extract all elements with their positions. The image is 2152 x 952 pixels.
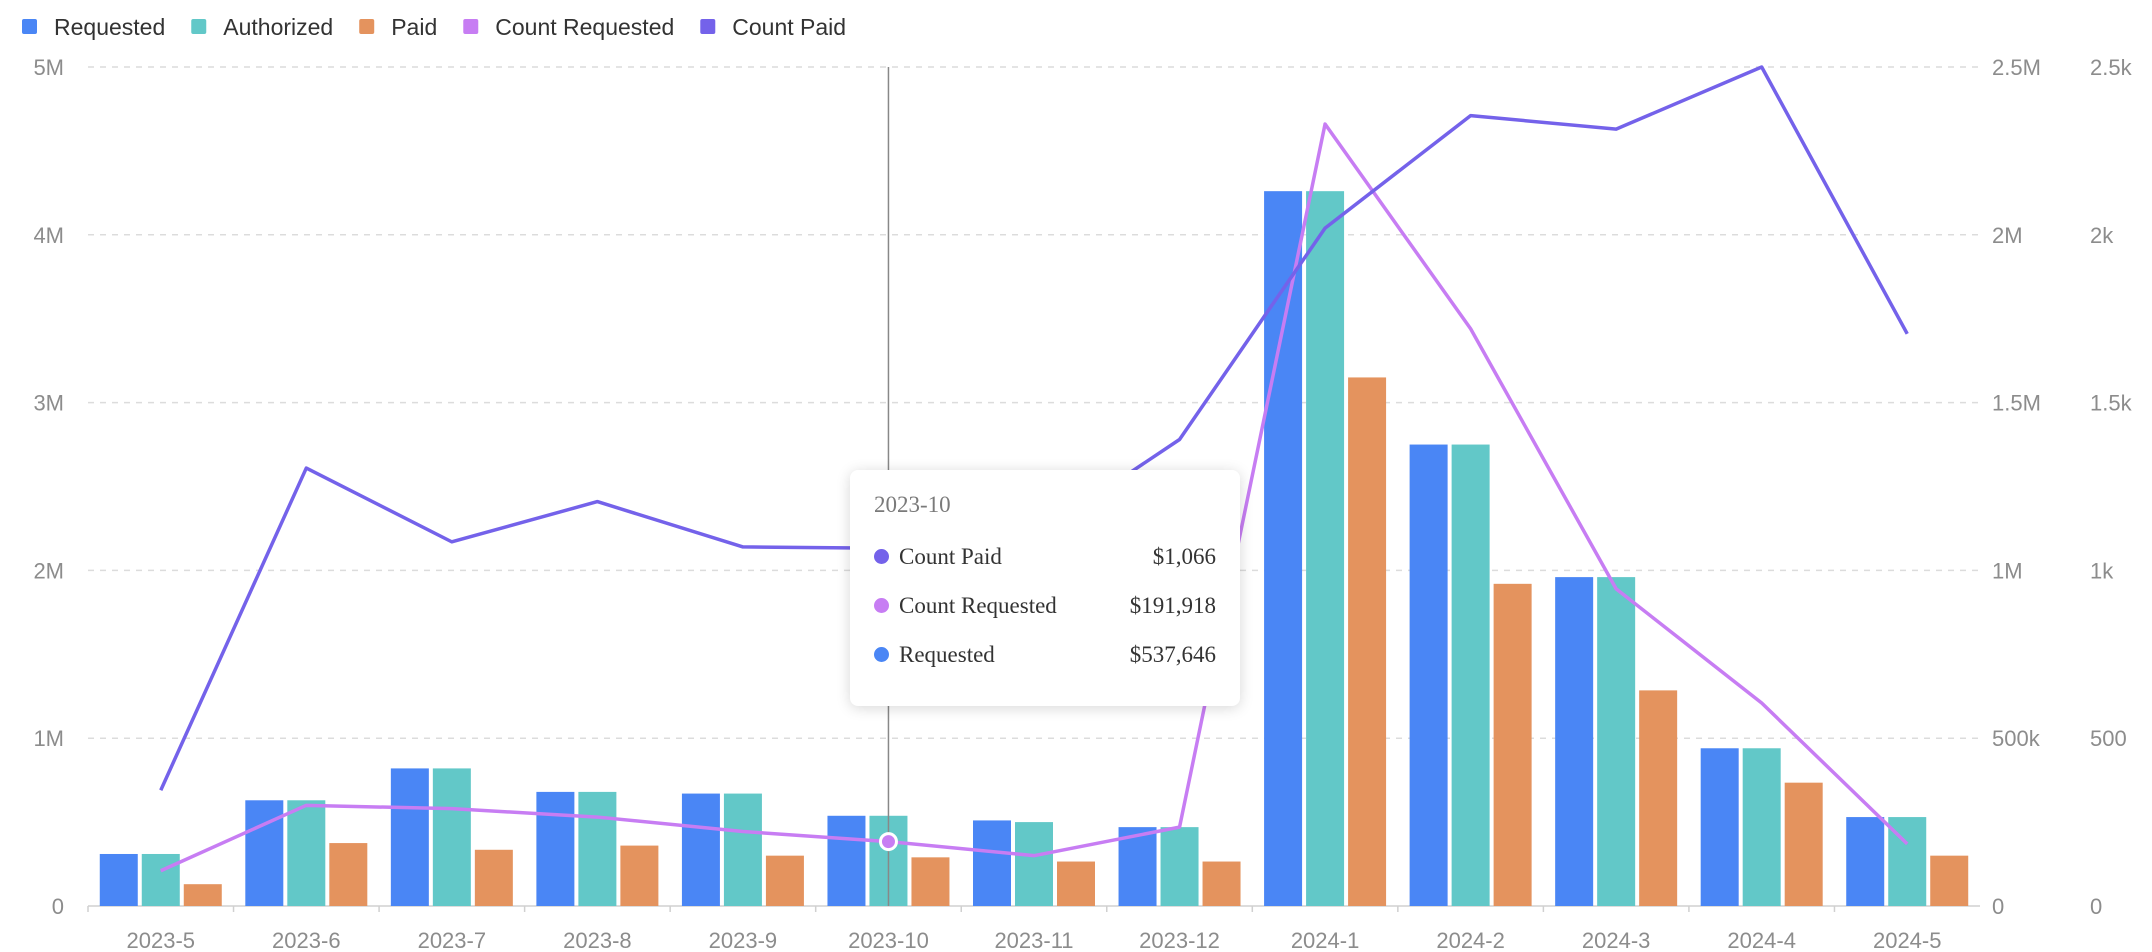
- bar: [474, 849, 513, 906]
- x-tick-label: 2024-4: [1727, 928, 1796, 952]
- bar: [1639, 690, 1678, 906]
- bar: [99, 853, 138, 906]
- bar: [1451, 444, 1490, 906]
- bar: [1555, 577, 1594, 906]
- x-tick-label: 2023-5: [127, 928, 196, 952]
- x-tick-label: 2023-10: [848, 928, 929, 952]
- bar: [1160, 827, 1199, 906]
- legend-swatch: [22, 19, 37, 34]
- tooltip-dot: [874, 647, 889, 662]
- x-tick-label: 2024-5: [1873, 928, 1942, 952]
- bars: [99, 191, 1969, 906]
- bar: [1409, 444, 1448, 906]
- left-tick-label: 5M: [33, 55, 64, 80]
- x-tick-label: 2023-11: [994, 928, 1073, 952]
- bar: [620, 845, 659, 906]
- tooltip-dot: [874, 598, 889, 613]
- bar: [183, 884, 222, 906]
- right-tick-label: 0: [2090, 894, 2102, 919]
- bar: [1202, 861, 1241, 906]
- bar: [1846, 817, 1885, 906]
- bar: [911, 857, 950, 906]
- bar: [723, 793, 762, 906]
- bar: [1015, 822, 1053, 906]
- x-tick-label: 2024-1: [1291, 928, 1360, 952]
- right-tick-label: 0: [1992, 894, 2004, 919]
- left-tick-label: 0: [52, 894, 64, 919]
- tooltip-row-count-requested: Count Requested $191,918: [874, 581, 1216, 630]
- bar: [1306, 191, 1345, 906]
- right-tick-label: 1k: [2090, 558, 2114, 583]
- hover-point: [878, 832, 898, 852]
- legend-label: Paid: [391, 14, 437, 40]
- bar: [1700, 748, 1739, 906]
- left-tick-label: 2M: [33, 558, 64, 583]
- bar: [432, 768, 471, 906]
- x-tick-label: 2023-8: [563, 928, 632, 952]
- tooltip-row-value: $1,066: [1152, 543, 1216, 569]
- bar: [1348, 377, 1387, 906]
- bar: [1597, 577, 1636, 906]
- tooltip-row-requested: Requested $537,646: [874, 630, 1216, 679]
- legend: Requested Authorized Paid Count Requested Co…: [22, 14, 846, 40]
- right-tick-label: 500k: [1992, 726, 2041, 751]
- legend-label: Requested: [54, 14, 165, 40]
- tooltip-dot: [874, 549, 889, 564]
- tooltip-row-value: $191,918: [1129, 592, 1216, 618]
- bar: [827, 815, 866, 906]
- legend-label: Authorized: [223, 14, 333, 40]
- bar: [1784, 782, 1823, 906]
- right-tick-label: 1M: [1992, 558, 2023, 583]
- bar: [1118, 827, 1157, 906]
- left-tick-label: 3M: [33, 391, 64, 416]
- right-tick-label: 2.5k: [2090, 55, 2133, 80]
- bar: [390, 768, 429, 906]
- bar: [681, 793, 720, 906]
- right-tick-label: 500: [2090, 726, 2127, 751]
- legend-swatch: [191, 19, 207, 34]
- axes: 0 1M 2M 3M 4M 5M 0 500k 1M 1.5M 2M 2.5M 0 500 1k 1.5k 2k…: [33, 55, 2132, 952]
- right-tick-label: 1.5k: [2090, 391, 2133, 416]
- bar: [765, 855, 804, 906]
- bar: [578, 791, 617, 906]
- bar: [1930, 855, 1969, 906]
- tooltip: 2023-10 Count Paid $1,066 Count Requeste…: [850, 470, 1240, 706]
- bar: [1742, 748, 1781, 906]
- tooltip-title: 2023-10: [874, 492, 951, 517]
- tooltip-row-name: Requested: [899, 641, 995, 667]
- x-tick-label: 2023-12: [1139, 928, 1220, 952]
- bar: [287, 800, 326, 906]
- x-tick-label: 2024-2: [1436, 928, 1505, 952]
- right-tick-label: 2k: [2090, 223, 2114, 248]
- series-line: [160, 122, 1909, 873]
- x-tick-label: 2023-7: [418, 928, 487, 952]
- bar: [1264, 191, 1303, 906]
- bar: [536, 791, 575, 906]
- left-tick-label: 4M: [33, 223, 64, 248]
- bar: [1057, 861, 1095, 906]
- legend-label: Count Paid: [732, 14, 846, 40]
- right-tick-label: 2M: [1992, 223, 2023, 248]
- legend-label: Count Requested: [495, 14, 674, 40]
- x-tick-label: 2023-6: [272, 928, 341, 952]
- legend-swatch: [463, 19, 479, 34]
- tooltip-row-value: $537,646: [1129, 641, 1216, 667]
- bar: [973, 820, 1011, 906]
- x-tick-label: 2023-9: [709, 928, 778, 952]
- x-tick-label: 2024-3: [1582, 928, 1651, 952]
- right-tick-label: 2.5M: [1992, 55, 2041, 80]
- bar: [1493, 583, 1532, 906]
- left-tick-label: 1M: [33, 726, 64, 751]
- right-tick-label: 1.5M: [1992, 391, 2041, 416]
- tooltip-row-name: Count Requested: [899, 592, 1057, 618]
- legend-swatch: [700, 19, 716, 34]
- bar: [245, 800, 284, 906]
- tooltip-row-count-paid: Count Paid $1,066: [874, 532, 1216, 581]
- bar: [141, 853, 180, 906]
- legend-swatch: [359, 19, 375, 34]
- tooltip-row-name: Count Paid: [899, 543, 1002, 569]
- bar: [329, 843, 368, 906]
